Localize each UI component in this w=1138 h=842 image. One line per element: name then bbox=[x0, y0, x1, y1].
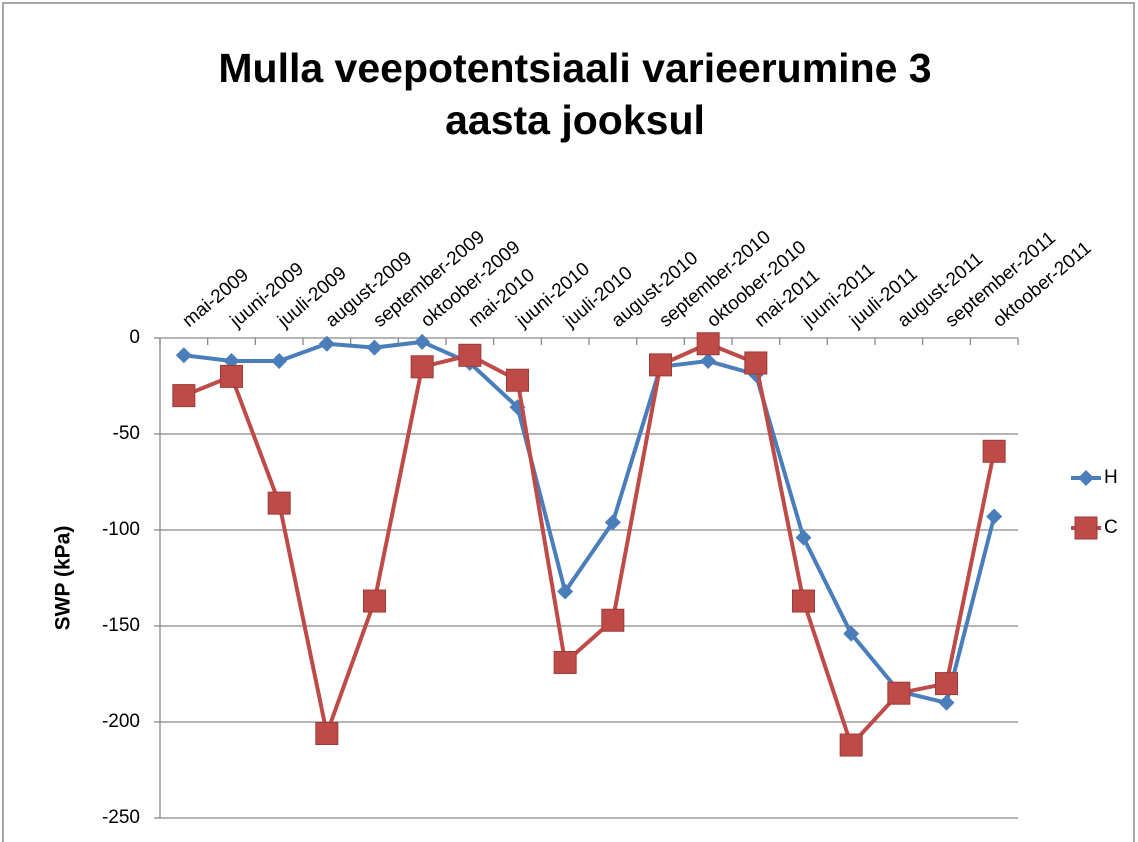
marker bbox=[792, 589, 815, 613]
y-tick-label: -200 bbox=[102, 711, 140, 732]
marker bbox=[318, 335, 335, 352]
marker bbox=[172, 384, 196, 408]
y-tick-label: -50 bbox=[113, 423, 140, 444]
marker bbox=[458, 343, 482, 367]
marker bbox=[220, 364, 243, 388]
marker bbox=[604, 514, 621, 531]
marker bbox=[887, 681, 911, 705]
y-tick-label: -250 bbox=[102, 807, 140, 828]
legend-label: H bbox=[1104, 467, 1118, 488]
marker bbox=[700, 353, 717, 370]
marker bbox=[795, 529, 812, 546]
marker bbox=[271, 353, 288, 370]
marker bbox=[696, 332, 720, 356]
legend-label: C bbox=[1104, 517, 1118, 538]
y-tick-label: -100 bbox=[102, 519, 140, 540]
y-tick-label: 0 bbox=[129, 327, 140, 348]
chart-title: Mulla veepotentsiaali varieerumine 3 aas… bbox=[218, 45, 932, 143]
marker bbox=[839, 733, 863, 757]
marker bbox=[1078, 470, 1094, 486]
y-tick-label: -150 bbox=[102, 615, 140, 636]
marker bbox=[843, 625, 860, 642]
marker bbox=[649, 353, 672, 377]
marker bbox=[1074, 516, 1098, 540]
marker bbox=[935, 672, 958, 696]
marker bbox=[175, 347, 192, 364]
series-line bbox=[183, 339, 997, 705]
marker bbox=[366, 339, 383, 356]
marker bbox=[506, 368, 529, 392]
marker bbox=[601, 608, 625, 632]
marker bbox=[744, 351, 768, 375]
marker bbox=[267, 491, 291, 515]
marker bbox=[315, 722, 339, 746]
marker bbox=[410, 355, 434, 379]
marker bbox=[557, 583, 574, 600]
marker bbox=[982, 439, 1006, 463]
marker bbox=[938, 694, 955, 711]
marker bbox=[553, 650, 577, 674]
marker bbox=[414, 333, 431, 350]
marker bbox=[363, 589, 386, 613]
marker bbox=[986, 508, 1003, 525]
y-axis-label: SWP (kPa) bbox=[52, 526, 75, 631]
